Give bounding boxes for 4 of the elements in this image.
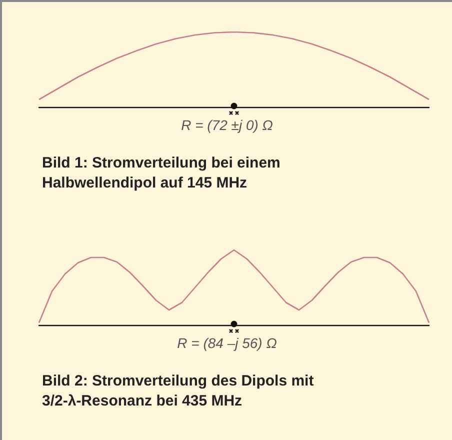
text: Bild 2: Stromverteilung des Dipols mit 3/2-λ-Resonanz bei 435 MHz	[42, 372, 318, 410]
text: R = (72 ±j 0) Ω	[181, 117, 274, 133]
text: Bild 1: Stromverteilung bei einem Halbwellendipol auf 145 MHz	[42, 154, 285, 192]
text: R = (84 –j 56) Ω	[177, 335, 278, 351]
